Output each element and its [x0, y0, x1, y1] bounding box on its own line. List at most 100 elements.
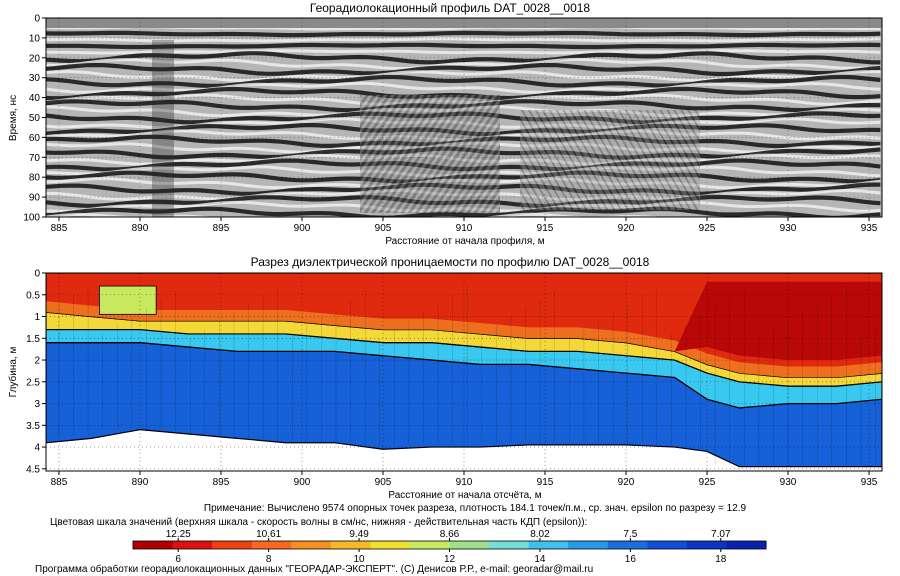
section-y-tick-label: 1.5 [26, 334, 40, 345]
colorbar-swatch [726, 541, 767, 549]
radargram-y-tick-label: 50 [29, 113, 41, 124]
colorbar-top-label: 8.02 [530, 529, 550, 540]
radargram-x-tick-label: 885 [51, 223, 68, 234]
colorbar-bottom-label: 6 [175, 554, 181, 565]
radargram-x-tick-label: 920 [618, 223, 635, 234]
colorbar-swatch [330, 541, 371, 549]
radargram-y-tick-label: 40 [29, 93, 41, 104]
calculation-note: Примечание: Вычислено 9574 опорных точек… [204, 503, 747, 514]
colorbar-bottom-label: 10 [354, 554, 366, 565]
radargram-x-tick-label: 930 [780, 223, 797, 234]
radargram-reflection-band [46, 51, 881, 65]
colorbar-top-label: 12.25 [166, 529, 191, 540]
section-x-tick-label: 885 [51, 477, 68, 488]
section-y-tick-label: 3.5 [26, 421, 40, 432]
radargram-diagonal-texture-2 [520, 110, 700, 210]
section-x-tick-label: 905 [375, 477, 392, 488]
section-x-tick-label: 935 [861, 477, 878, 488]
colorbar-swatch [291, 541, 332, 549]
colorbar-swatch [370, 541, 411, 549]
radargram-y-tick-label: 90 [29, 193, 41, 204]
colorbar-swatch [489, 541, 530, 549]
colorbar-swatch [686, 541, 727, 549]
radargram-x-tick-label: 910 [456, 223, 473, 234]
radargram-y-tick-label: 70 [29, 153, 41, 164]
section-x-tick-label: 915 [537, 477, 554, 488]
colorbar-swatch [449, 541, 490, 549]
section-y-tick-label: 0 [34, 269, 40, 280]
radargram-x-tick-label: 905 [375, 223, 392, 234]
radargram-x-tick-label: 895 [213, 223, 230, 234]
radargram-reflection-band [46, 42, 881, 50]
radargram-y-tick-label: 30 [29, 73, 41, 84]
colorbar-swatch [133, 541, 174, 549]
section-x-tick-label: 925 [699, 477, 716, 488]
section-y-tick-label: 4 [34, 443, 40, 454]
section-x-tick-label: 930 [780, 477, 797, 488]
radargram-y-tick-label: 100 [23, 213, 40, 224]
radargram-reflection-band [46, 74, 881, 89]
radargram-reflection-band [46, 30, 881, 38]
colorbar-swatch [647, 541, 688, 549]
section-axes: 885 890 895 900 905 910 915 920 925 930 935 0 0.5 1 1.… [26, 269, 878, 489]
colorbar-swatch [528, 541, 569, 549]
radargram-x-tick-label: 900 [294, 223, 311, 234]
radargram-reflection-band [46, 81, 881, 94]
radargram-y-tick-label: 20 [29, 53, 41, 64]
section-layer-orange [46, 301, 882, 378]
radargram-reflection-band [46, 206, 881, 217]
colorbar-bottom-label: 16 [625, 554, 637, 565]
colorbar-swatch [607, 541, 648, 549]
footer-credit: Программа обработки георадиолокационных … [35, 563, 593, 575]
radargram-vertical-anomaly [152, 40, 174, 217]
colorbar-top-label: 9.49 [349, 529, 369, 540]
section-y-tick-label: 3 [34, 399, 40, 410]
radargram-reflection-band [46, 212, 881, 217]
colorbar-swatch [568, 541, 609, 549]
radargram-reflection-band [46, 37, 881, 43]
colorbar-top-label: 8.66 [440, 529, 460, 540]
section-x-tick-label: 895 [213, 477, 230, 488]
section-y-tick-label: 2.5 [26, 377, 40, 388]
colorbar-top-label: 7.07 [711, 529, 731, 540]
colorbar-bottom-label: 8 [266, 554, 272, 565]
colorbar-top-label: 10.61 [256, 529, 281, 540]
radargram-y-tick-label: 0 [34, 14, 40, 25]
radargram-xlabel: Расстояние от начала профиля, м [385, 235, 544, 247]
section-layer-dark-red [46, 281, 882, 361]
section-x-tick-label: 890 [132, 477, 149, 488]
section-xlabel: Расстояние от начала отсчёта, м [388, 490, 541, 501]
section-ylabel: Глубина, м [7, 347, 19, 398]
radargram-y-tick-label: 10 [29, 33, 41, 44]
section-y-tick-label: 0.5 [26, 290, 40, 301]
radargram-reflection-band [46, 57, 881, 71]
radargram-axes: 885 890 895 900 905 910 915 920 925 930 935 0 10 20 30… [23, 14, 878, 235]
radargram-reflection-band [46, 69, 881, 83]
radargram-y-tick-label: 60 [29, 133, 41, 144]
colorbar-swatch [251, 541, 292, 549]
section-y-tick-label: 1 [34, 312, 40, 323]
section-layer-lime-patch [99, 285, 157, 315]
section-y-tick-label: 4.5 [26, 464, 40, 475]
section-y-tick-label: 2 [34, 356, 40, 367]
section-vertical-streaks [58, 286, 876, 465]
radargram-x-tick-label: 915 [537, 223, 554, 234]
colorbar: 12.25 10.61 9.49 8.66 8.02 7.5 7.07 6 8 10 12 14 16 1… [132, 529, 767, 565]
radargram-x-tick-label: 925 [699, 223, 716, 234]
colorbar-swatch [409, 541, 450, 549]
radargram-x-tick-label: 935 [861, 223, 878, 234]
colorbar-swatch [212, 541, 253, 549]
radargram-reflection-band [46, 62, 881, 77]
section-x-tick-label: 920 [618, 477, 635, 488]
colorbar-swatch [172, 541, 213, 549]
colorbar-bottom-label: 18 [715, 554, 727, 565]
section-x-tick-label: 900 [294, 477, 311, 488]
radargram-ylabel: Время, нс [8, 95, 19, 141]
radargram-x-tick-label: 890 [132, 223, 149, 234]
section-title: Разрез диэлектрической проницаемости по … [251, 255, 650, 269]
radargram-y-tick-label: 80 [29, 173, 41, 184]
radargram-reflection-band [46, 49, 881, 55]
colorbar-caption: Цветовая шкала значений (верхняя шкала -… [50, 517, 587, 528]
radargram-plot [46, 18, 882, 217]
